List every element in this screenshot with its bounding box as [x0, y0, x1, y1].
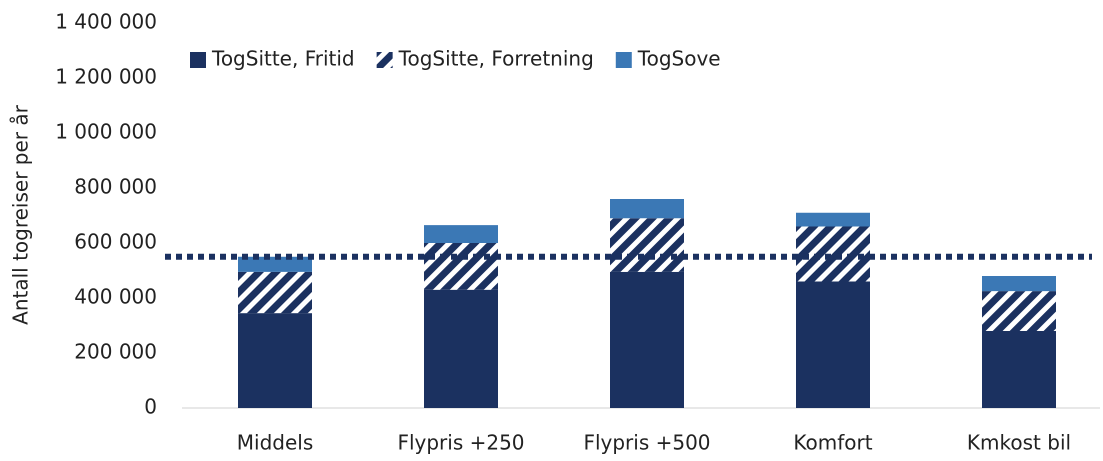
bar-segment: [238, 256, 312, 272]
bar-segment: [796, 281, 870, 408]
y-tick-label: 1 200 000: [55, 65, 157, 89]
x-tick-label: Middels: [237, 431, 313, 455]
x-tick-label: Kmkost bil: [967, 431, 1071, 455]
y-tick-label: 0: [144, 395, 157, 419]
x-tick-label: Komfort: [793, 431, 872, 455]
legend-label: TogSove: [637, 47, 721, 71]
y-tick-label: 200 000: [74, 340, 157, 364]
y-tick-label: 800 000: [74, 175, 157, 199]
legend-swatch: [615, 52, 632, 68]
bar-segment: [424, 225, 498, 243]
bar-segment: [610, 199, 684, 219]
bar-segment: [796, 212, 870, 227]
y-tick-label: 600 000: [74, 230, 157, 254]
bar-segment: [982, 331, 1056, 408]
legend-label: TogSitte, Fritid: [211, 47, 355, 71]
legend-label: TogSitte, Forretning: [398, 47, 594, 71]
legend-swatch: [376, 52, 393, 68]
bar-segment: [424, 243, 498, 290]
legend-swatch: [190, 52, 206, 68]
y-tick-label: 1 400 000: [55, 10, 157, 34]
bar-segment: [982, 291, 1056, 331]
x-tick-label: Flypris +500: [583, 431, 710, 455]
bar-segment: [238, 271, 312, 314]
y-tick-label: 1 000 000: [55, 120, 157, 144]
bar-segment: [238, 313, 312, 408]
y-tick-label: 400 000: [74, 285, 157, 309]
bar-segment: [424, 289, 498, 408]
bar-segment: [610, 218, 684, 272]
x-tick-label: Flypris +250: [397, 431, 524, 455]
bar-segment: [610, 271, 684, 408]
bar-segment: [982, 276, 1056, 292]
y-axis-label: Antall togreiser per år: [9, 104, 33, 324]
